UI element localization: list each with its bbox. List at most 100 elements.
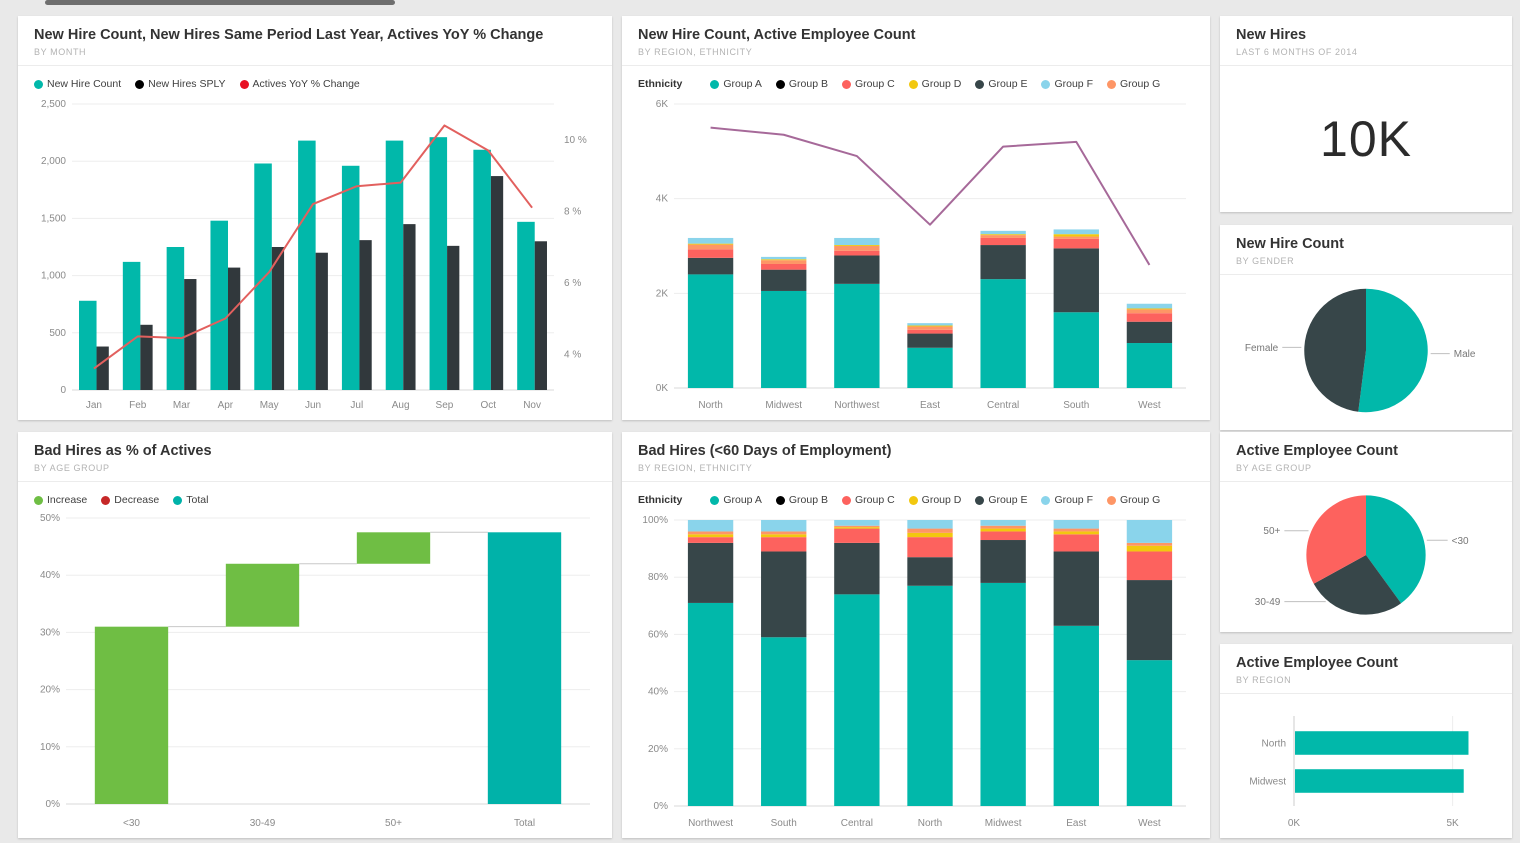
stack-segment-group-d[interactable] (834, 245, 880, 247)
stack-segment-group-c[interactable] (980, 531, 1026, 541)
stack-segment-group-f[interactable] (761, 520, 807, 532)
stack-segment-group-d[interactable] (1126, 308, 1173, 310)
hbar-midwest[interactable] (1295, 769, 1464, 793)
legend-item[interactable]: Group G (1106, 78, 1160, 90)
stack-segment-group-d[interactable] (980, 528, 1026, 532)
stack-segment-group-d[interactable] (1053, 234, 1099, 237)
stack-segment-group-b[interactable] (687, 543, 734, 604)
stack-segment-group-f[interactable] (761, 257, 807, 260)
stack-segment-group-d[interactable] (1126, 545, 1173, 552)
tile-bad-hires-waterfall[interactable]: Bad Hires as % of Actives BY AGE GROUP I… (18, 432, 612, 838)
legend-item[interactable]: Decrease (101, 494, 159, 506)
stack-segment-group-c[interactable] (1053, 239, 1099, 249)
stack-segment-group-c[interactable] (1126, 551, 1173, 581)
stack-segment-group-a[interactable] (834, 594, 880, 807)
bar-new-hire-count[interactable] (473, 149, 491, 391)
stack-segment-group-f[interactable] (1126, 303, 1173, 309)
bar-new-hires-sply[interactable] (490, 176, 504, 391)
legend-item[interactable]: Increase (34, 494, 87, 506)
stack-segment-group-b[interactable] (980, 245, 1026, 280)
stack-segment-group-c[interactable] (834, 250, 880, 256)
stack-segment-group-a[interactable] (907, 347, 953, 389)
bar-new-hires-sply[interactable] (403, 224, 416, 391)
stack-segment-group-g[interactable] (687, 531, 734, 535)
stack-segment-group-g[interactable] (907, 326, 953, 330)
stack-segment-group-b[interactable] (761, 551, 807, 638)
pie-slice-50[interactable] (1306, 495, 1366, 584)
stacked-bar-line-chart[interactable]: 0K 2K 4K 6K North Midwest Northwest East Central… (630, 94, 1202, 416)
tile-new-hire-combo[interactable]: New Hire Count, New Hires Same Period La… (18, 16, 612, 420)
bar-new-hire-count[interactable] (166, 247, 185, 391)
legend-item[interactable]: Group G (1106, 494, 1160, 506)
stack-segment-group-b[interactable] (907, 557, 953, 586)
stack-segment-group-b[interactable] (1126, 321, 1173, 344)
bar-new-hire-count[interactable] (385, 140, 404, 391)
legend-item[interactable]: Group D (908, 78, 961, 90)
stack-segment-group-d[interactable] (907, 325, 953, 327)
tile-newhire-activecount[interactable]: New Hire Count, Active Employee Count BY… (622, 16, 1210, 420)
legend-item[interactable]: Group E (975, 78, 1027, 90)
bar-new-hires-sply[interactable] (359, 240, 372, 391)
stack-segment-group-g[interactable] (834, 246, 880, 251)
stack-segment-group-g[interactable] (1053, 528, 1099, 532)
legend-item[interactable]: Group B (775, 78, 828, 90)
legend-item[interactable]: Group C (841, 494, 895, 506)
stack-segment-group-b[interactable] (761, 269, 807, 292)
stack-segment-group-g[interactable] (761, 531, 807, 535)
bar-new-hire-count[interactable] (254, 163, 272, 391)
legend-item[interactable]: Group F (1041, 494, 1093, 506)
age-pie-chart[interactable]: <30 30-49 50+ (1228, 486, 1504, 628)
stack-segment-group-d[interactable] (907, 532, 953, 538)
stack-segment-group-c[interactable] (687, 249, 734, 258)
stack-segment-group-g[interactable] (687, 244, 734, 250)
waterfall-bar-Total[interactable] (487, 532, 562, 805)
hbar-north[interactable] (1295, 731, 1469, 755)
stack-segment-group-f[interactable] (980, 230, 1026, 235)
stack-segment-group-b[interactable] (1053, 551, 1099, 626)
stack-segment-group-g[interactable] (1126, 309, 1173, 314)
stack-segment-group-a[interactable] (834, 283, 880, 389)
legend-item[interactable]: Group E (975, 494, 1027, 506)
stack-segment-group-c[interactable] (687, 537, 734, 544)
stack-segment-group-b[interactable] (907, 333, 953, 348)
stack-segment-group-d[interactable] (1053, 531, 1099, 535)
tile-newhire-gender-pie[interactable]: New Hire Count BY GENDER Male Female (1220, 225, 1512, 430)
legend-item[interactable]: Group C (841, 78, 895, 90)
waterfall-chart[interactable]: 0% 10% 20% 30% 40% 50% <30 30-49 50+ Total (26, 510, 604, 834)
bar-new-hires-sply[interactable] (534, 241, 547, 391)
stack-segment-group-a[interactable] (687, 603, 734, 807)
stack-segment-group-a[interactable] (761, 291, 807, 389)
waterfall-bar-50[interactable] (356, 532, 431, 564)
waterfall-bar-30[interactable] (94, 626, 169, 805)
legend-item[interactable]: New Hire Count (34, 78, 121, 90)
stack-segment-group-f[interactable] (907, 323, 953, 326)
stack-segment-group-a[interactable] (1126, 660, 1173, 807)
stack-segment-group-d[interactable] (761, 259, 807, 261)
stack-segment-group-f[interactable] (1126, 520, 1173, 544)
stack-segment-group-f[interactable] (980, 520, 1026, 526)
stack-segment-group-d[interactable] (980, 234, 1026, 236)
line-active-employee-count[interactable] (710, 126, 1151, 266)
stack-segment-group-f[interactable] (687, 238, 734, 244)
stack-segment-group-f[interactable] (1053, 520, 1099, 529)
legend-item[interactable]: Group A (710, 494, 762, 506)
stack-segment-group-c[interactable] (834, 528, 880, 544)
pie-slice-Male[interactable] (1358, 288, 1428, 413)
combo-chart[interactable]: 0 500 1,000 1,500 2,000 2,500 4 % 6 % 8 % 10 % Jan… (26, 94, 604, 416)
region-hbar-chart[interactable]: 0K 5K North Midwest (1228, 698, 1504, 834)
tile-active-age-pie[interactable]: Active Employee Count BY AGE GROUP <30 30… (1220, 432, 1512, 632)
stack-segment-group-b[interactable] (834, 543, 880, 595)
pie-slice-3049[interactable] (1313, 555, 1402, 615)
stack-segment-group-d[interactable] (761, 534, 807, 538)
stack-segment-group-g[interactable] (834, 525, 880, 528)
stack-segment-group-f[interactable] (834, 520, 880, 526)
stack-segment-group-g[interactable] (1053, 236, 1099, 240)
stack-segment-group-g[interactable] (980, 525, 1026, 529)
bar-new-hires-sply[interactable] (96, 346, 109, 391)
legend-item[interactable]: New Hires SPLY (135, 78, 226, 90)
legend-item[interactable]: Actives YoY % Change (239, 78, 360, 90)
bar-new-hires-sply[interactable] (140, 324, 153, 391)
bar-new-hire-count[interactable] (517, 221, 535, 391)
bar-new-hire-count[interactable] (298, 140, 316, 391)
bar-new-hires-sply[interactable] (315, 252, 328, 391)
